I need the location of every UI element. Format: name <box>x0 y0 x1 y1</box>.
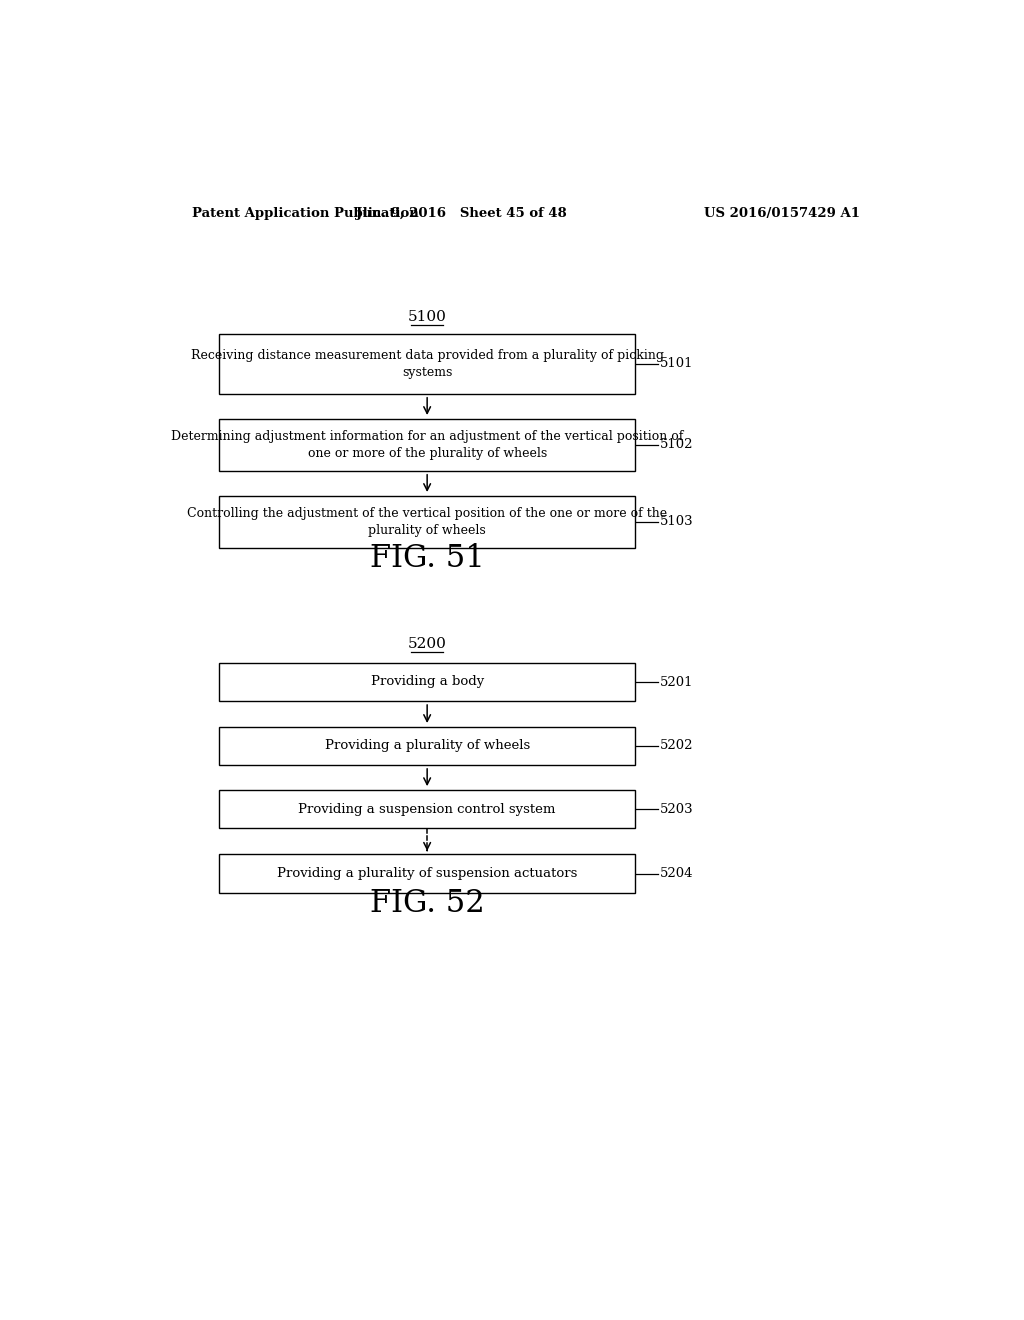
Text: 5203: 5203 <box>659 803 693 816</box>
Bar <box>219 334 635 395</box>
Text: US 2016/0157429 A1: US 2016/0157429 A1 <box>705 207 860 220</box>
Text: Controlling the adjustment of the vertical position of the one or more of the
pl: Controlling the adjustment of the vertic… <box>187 507 668 537</box>
Text: 5204: 5204 <box>659 867 693 880</box>
Text: 5101: 5101 <box>659 358 693 371</box>
Bar <box>219 854 635 892</box>
Text: Receiving distance measurement data provided from a plurality of picking
systems: Receiving distance measurement data prov… <box>190 348 664 379</box>
Text: Determining adjustment information for an adjustment of the vertical position of: Determining adjustment information for a… <box>171 430 683 459</box>
Text: 5201: 5201 <box>659 676 693 689</box>
Bar <box>219 495 635 548</box>
Bar <box>219 726 635 766</box>
Text: Providing a plurality of wheels: Providing a plurality of wheels <box>325 739 529 752</box>
Text: FIG. 51: FIG. 51 <box>370 544 484 574</box>
Text: FIG. 52: FIG. 52 <box>370 888 484 919</box>
Text: 5100: 5100 <box>408 310 446 323</box>
Text: Providing a suspension control system: Providing a suspension control system <box>298 803 556 816</box>
Bar <box>219 789 635 829</box>
Text: Patent Application Publication: Patent Application Publication <box>191 207 418 220</box>
Text: 5103: 5103 <box>659 515 693 528</box>
Bar <box>219 663 635 701</box>
Text: 5200: 5200 <box>408 638 446 651</box>
Text: 5102: 5102 <box>659 438 693 451</box>
Text: Providing a plurality of suspension actuators: Providing a plurality of suspension actu… <box>276 867 578 880</box>
Text: 5202: 5202 <box>659 739 693 752</box>
Bar <box>219 418 635 471</box>
Text: Providing a body: Providing a body <box>371 676 483 689</box>
Text: Jun. 9, 2016   Sheet 45 of 48: Jun. 9, 2016 Sheet 45 of 48 <box>356 207 566 220</box>
